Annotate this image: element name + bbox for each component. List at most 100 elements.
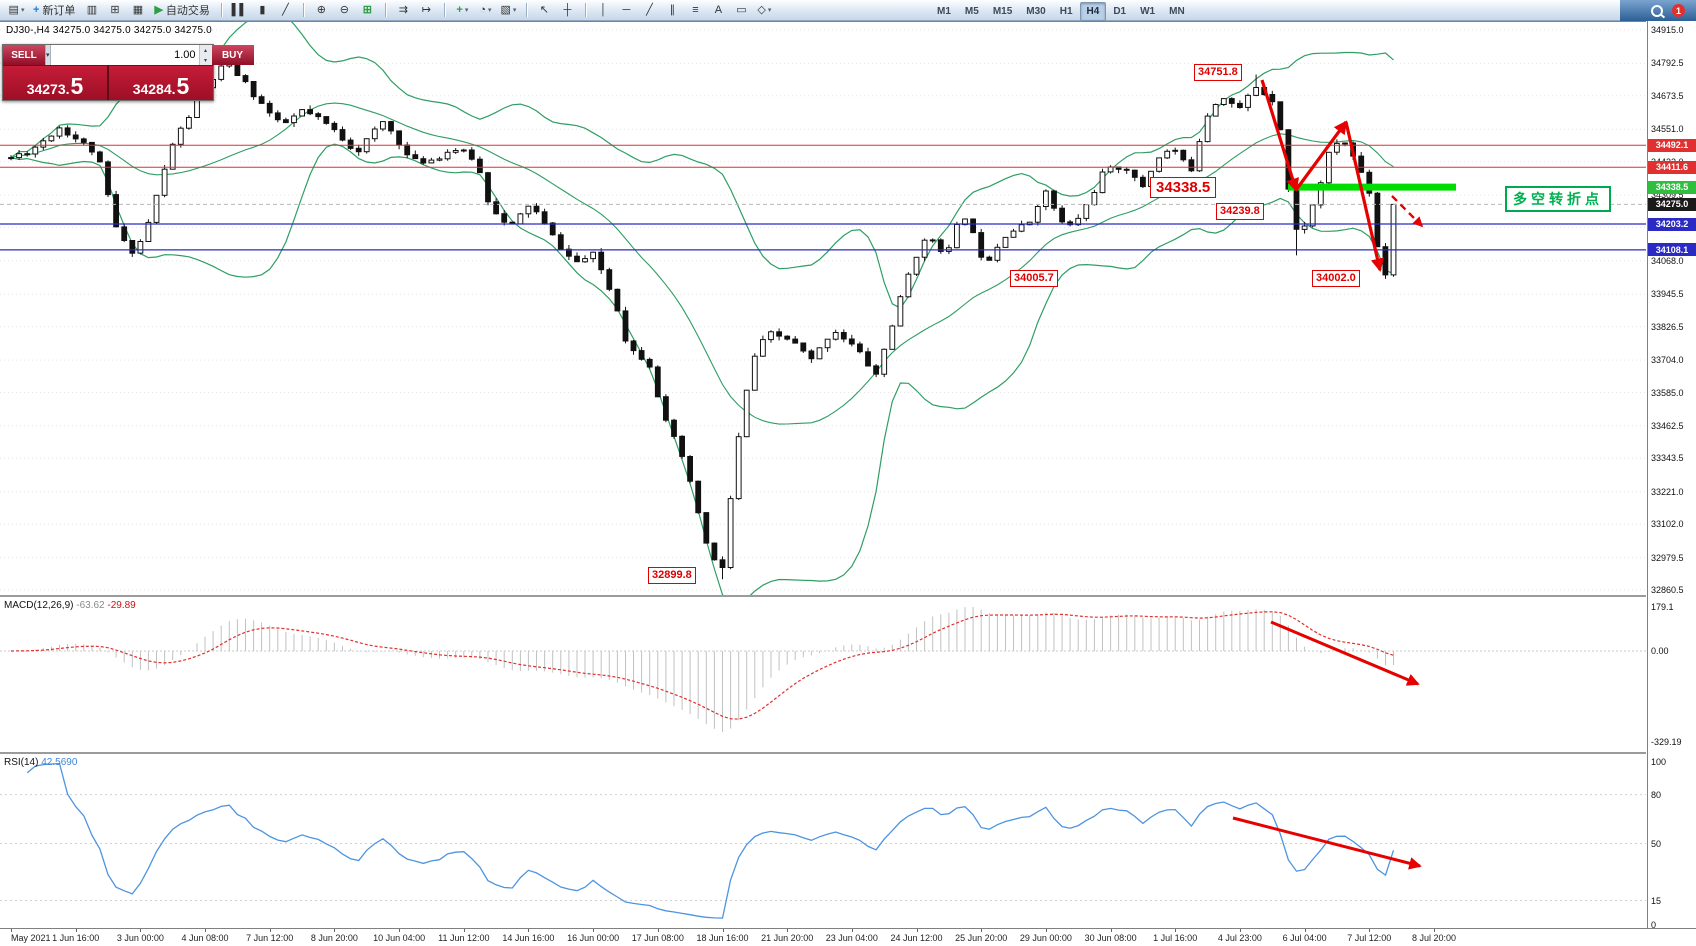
volume-input[interactable] [50, 45, 199, 65]
text-label-button[interactable]: ▭ [730, 2, 753, 19]
new-chart-icon: ▤ [8, 3, 19, 16]
price-axis-label: 34792.5 [1651, 58, 1684, 69]
volume-spinner: ▴ ▾ [198, 45, 212, 65]
price-callout-34751.8[interactable]: 34751.8 [1194, 64, 1242, 81]
price-axis-label: 33585.0 [1651, 387, 1684, 398]
timeframe-m5-button[interactable]: M5 [964, 6, 979, 17]
time-axis-tick [981, 929, 983, 932]
macd-axis-label: 0.00 [1651, 646, 1669, 656]
zoom-out-button[interactable]: ⊖ [333, 2, 356, 19]
fibonacci-button[interactable]: ≡ [684, 2, 707, 19]
notification-badge[interactable]: 1 [1672, 4, 1685, 17]
add-indicator-dropdown[interactable]: ▾ [464, 7, 469, 14]
time-axis-label: 23 Jun 04:00 [825, 933, 878, 943]
trade-panel-prices: 34273. 5 34284. 5 [3, 65, 213, 100]
axis-tag-34492.1: 34492.1 [1648, 138, 1696, 152]
time-axis-label: 10 Jun 04:00 [373, 933, 426, 943]
time-axis-tick [1175, 929, 1177, 932]
time-axis[interactable]: May 2021 1 Jun 16:00 3 Jun 00:00 4 Jun 08:0… [0, 928, 1696, 946]
chart-template-button[interactable]: ▧ ▾ [497, 2, 520, 19]
time-axis-label: 25 Jun 20:00 [955, 933, 1008, 943]
price-axis[interactable]: 34915.034792.534673.534551.034432.034309… [1647, 21, 1696, 930]
chart-template-dropdown[interactable]: ▾ [512, 7, 517, 14]
toolbar-separator [302, 3, 304, 17]
trendline-button[interactable]: ╱ [638, 2, 661, 19]
time-axis-label: 4 Jul 23:00 [1217, 933, 1262, 943]
cursor-button[interactable]: ↖ [533, 2, 556, 19]
shapes-icon: ◇ [757, 3, 766, 16]
line-chart-icon: ╱ [282, 3, 289, 16]
crosshair-button[interactable]: ┼ [556, 2, 579, 19]
buy-button[interactable]: BUY [211, 45, 254, 65]
search-icon[interactable] [1651, 4, 1663, 17]
horizontal-line-button[interactable]: ─ [615, 2, 638, 19]
timeframe-h4-button[interactable]: H4 [1079, 2, 1107, 21]
timeframe-m30-button[interactable]: M30 [1026, 6, 1046, 17]
navigator-button[interactable]: ▦ [126, 2, 149, 19]
timeframe-d1-button[interactable]: D1 [1113, 6, 1127, 17]
candlestick-chart-button[interactable]: ▮ [251, 2, 274, 19]
cursor-icon: ↖ [539, 3, 550, 16]
time-axis-label: 11 Jun 12:00 [438, 933, 490, 943]
time-axis-tick [1369, 929, 1371, 932]
macd-axis-label: -329.19 [1651, 737, 1682, 747]
axis-tag-34203.2: 34203.2 [1648, 217, 1696, 231]
time-axis-tick [334, 929, 336, 932]
macd-axis-label: 179.1 [1651, 602, 1674, 612]
chart-shift-button[interactable]: ↦ [415, 2, 438, 19]
price-callout-34239.8[interactable]: 34239.8 [1216, 203, 1264, 220]
sell-button[interactable]: SELL [3, 45, 45, 65]
axis-tag-34275.0: 34275.0 [1648, 197, 1696, 211]
timeframe-m15-button[interactable]: M15 [992, 6, 1013, 17]
auto-trading-icon: ▶ [154, 3, 163, 16]
auto-trading-button[interactable]: ▶ 自动交易 [149, 2, 214, 19]
one-click-trading-panel: SELL ▾ ▴ ▾ BUY 34273.5 34284.5 [2, 44, 254, 101]
timeframe-h1-button[interactable]: H1 [1059, 6, 1073, 17]
new-chart-dropdown[interactable]: ▾ [20, 7, 25, 14]
toolbar-separator [443, 3, 445, 17]
time-axis-label: 14 Jun 16:00 [502, 933, 555, 943]
timeframe-w1-button[interactable]: W1 [1140, 6, 1156, 17]
add-indicator-button[interactable]: + ▾ [451, 2, 474, 19]
bars-chart-button[interactable]: ▌▌ [228, 2, 251, 19]
sell-price[interactable]: 34273. 5 [3, 66, 109, 100]
toolbar-group-chart-type: ▌▌ ▮ ╱ [228, 2, 297, 19]
volume-decrease-button[interactable]: ▾ [204, 57, 208, 64]
turning-point-annotation[interactable]: 多空转折点 [1505, 186, 1611, 212]
time-axis-tick [657, 929, 659, 932]
candlestick-chart-icon: ▮ [259, 3, 266, 16]
new-order-button[interactable]: + 新订单 [28, 2, 80, 19]
periodicity-dropdown[interactable]: ▾ [487, 7, 492, 14]
new-chart-button[interactable]: ▤ ▾ [5, 2, 28, 19]
market-watch-button[interactable]: ▥ [80, 2, 103, 19]
time-axis-tick [1110, 929, 1112, 932]
price-callout-34338.5[interactable]: 34338.5 [1150, 177, 1217, 198]
auto-scroll-button[interactable]: ⇉ [392, 2, 415, 19]
vertical-line-icon: │ [599, 3, 607, 16]
timeframe-mn-button[interactable]: MN [1169, 6, 1185, 17]
zoom-in-button[interactable]: ⊕ [310, 2, 333, 19]
rsi-axis-label: 0 [1651, 920, 1657, 930]
data-window-button[interactable]: ⊞ [103, 2, 126, 19]
timeframe-m1-button[interactable]: M1 [937, 6, 951, 17]
shapes-dropdown[interactable]: ▾ [767, 7, 772, 14]
volume-increase-button[interactable]: ▴ [204, 47, 208, 54]
line-chart-button[interactable]: ╱ [274, 2, 297, 19]
tile-windows-button[interactable]: ⊞ [356, 2, 379, 19]
buy-price[interactable]: 34284. 5 [109, 66, 213, 100]
price-callout-34002.0[interactable]: 34002.0 [1312, 270, 1360, 287]
equidistant-channel-button[interactable]: ∥ [661, 2, 684, 19]
time-axis-tick [269, 929, 271, 932]
price-callout-32899.8[interactable]: 32899.8 [648, 567, 696, 584]
vertical-line-button[interactable]: │ [592, 2, 615, 19]
order-options-dropdown[interactable]: ▾ [45, 45, 51, 65]
shapes-button[interactable]: ◇ ▾ [753, 2, 776, 19]
price-callout-34005.7[interactable]: 34005.7 [1010, 270, 1058, 287]
periodicity-button[interactable]: ◔ ▾ [474, 2, 497, 19]
crosshair-icon: ┼ [563, 3, 572, 16]
time-axis-tick [722, 929, 724, 932]
text-button[interactable]: A [707, 2, 730, 19]
navigator-icon: ▦ [132, 3, 144, 16]
time-axis-label: 1 Jul 16:00 [1153, 933, 1198, 943]
